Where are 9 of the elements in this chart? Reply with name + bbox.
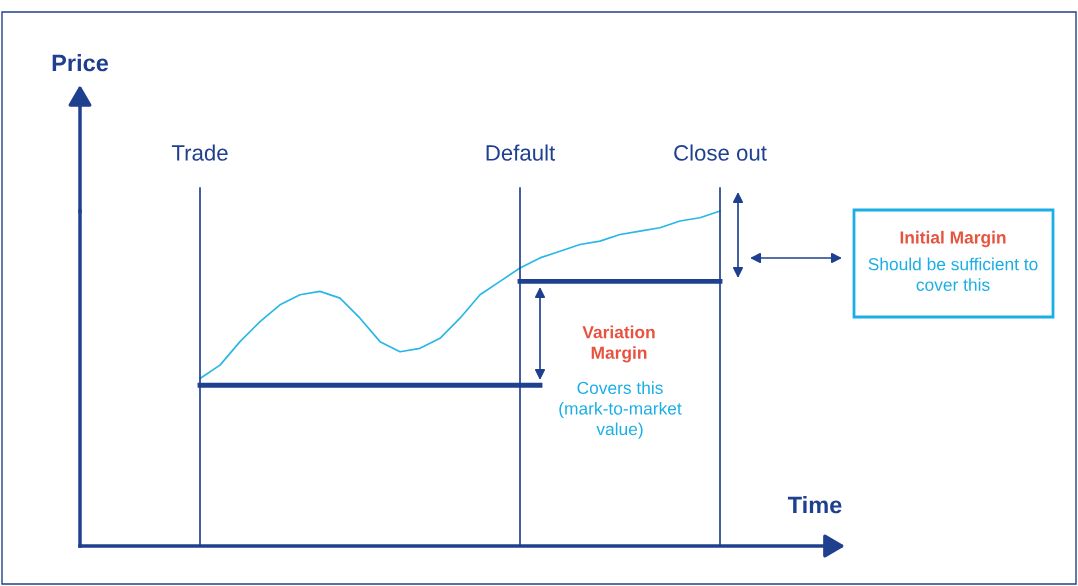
annotation: Covers this (mark-to-market value) [559,381,682,439]
x-axis-title: Time [787,495,842,514]
x-tick-label: Close out [674,144,767,161]
x-tick-label: Default [486,144,556,161]
x-tick-label: Trade [171,144,228,161]
y-axis-title: Price [52,54,109,72]
annotation: Variation Margin [582,325,655,363]
text: Should be sufficient to cover this [868,257,1038,291]
text: Initial Margin [900,230,1006,248]
